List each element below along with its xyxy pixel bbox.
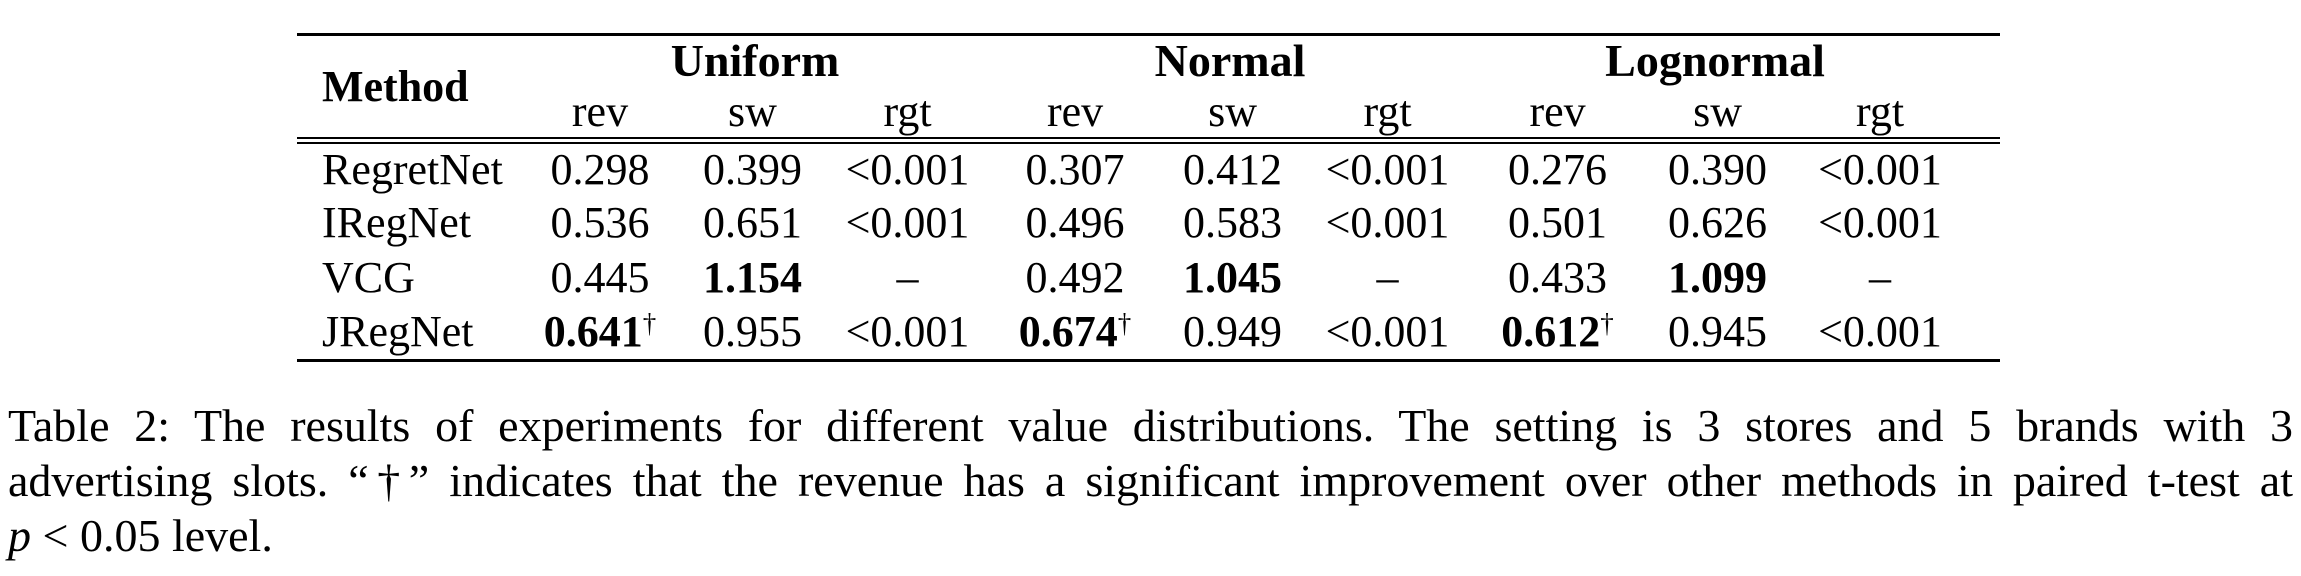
group-header-normal: Normal <box>1154 35 1306 87</box>
table-cell: 0.501 <box>1508 198 1608 247</box>
table-cell: <0.001 <box>1818 144 1942 194</box>
table-cell: 0.399 <box>703 144 802 194</box>
table-cell: 0.536 <box>550 198 650 247</box>
p-variable: p <box>8 510 31 561</box>
caption-line-3-rest: < 0.05 level. <box>31 510 273 561</box>
subheader-normal-sw: sw <box>1208 86 1257 136</box>
table-row-vcg: VCG 0.445 1.154 – 0.492 1.045 – 0.433 1.… <box>297 251 2000 306</box>
caption-line-3: p < 0.05 level. <box>8 508 2293 563</box>
table-cell: 0.412 <box>1183 144 1283 194</box>
dagger-marker: † <box>642 308 657 339</box>
subheader-lognormal-rev: rev <box>1529 86 1586 136</box>
group-header-uniform: Uniform <box>670 35 840 87</box>
table-cell: 0.651 <box>703 198 802 247</box>
table-cell: 0.583 <box>1183 198 1283 247</box>
table-row-iregnet: IRegNet 0.536 0.651 <0.001 0.496 0.583 <… <box>297 196 2000 251</box>
table-cell: 0.433 <box>1508 253 1608 302</box>
cell-value: 0.612 <box>1501 307 1601 357</box>
table-cell: <0.001 <box>845 307 970 357</box>
table-cell: 0.492 <box>1025 253 1125 302</box>
row-label-regretnet: RegretNet <box>322 144 503 194</box>
results-table-container: Method Uniform Normal Lognormal rev sw r… <box>297 33 2001 362</box>
row-label-jregnet: JRegNet <box>322 307 474 357</box>
cell-value: 0.641 <box>543 307 643 357</box>
table-cell: 0.955 <box>703 307 802 357</box>
subheader-uniform-sw: sw <box>728 86 777 136</box>
table-cell: <0.001 <box>1818 198 1942 247</box>
cell-value: 0.674 <box>1018 307 1118 357</box>
table-cell: <0.001 <box>845 144 970 194</box>
group-header-lognormal: Lognormal <box>1605 35 1825 87</box>
table-cell: <0.001 <box>1325 144 1450 194</box>
subheader-lognormal-sw: sw <box>1693 86 1742 136</box>
row-label-iregnet: IRegNet <box>322 198 472 247</box>
subheader-lognormal-rgt: rgt <box>1855 86 1905 136</box>
table-cell: 0.276 <box>1508 144 1608 194</box>
table-cell: 0.949 <box>1183 307 1283 357</box>
table-cell: 0.945 <box>1668 307 1768 357</box>
table-cell: – <box>1376 253 1399 302</box>
table-row-regretnet: RegretNet 0.298 0.399 <0.001 0.307 0.412… <box>297 141 2000 196</box>
table-body: RegretNet 0.298 0.399 <0.001 0.307 0.412… <box>297 141 2000 361</box>
table-cell: 0.612† <box>1470 306 1645 361</box>
table-cell: <0.001 <box>1325 307 1450 357</box>
table-cell: – <box>1869 253 1892 302</box>
table-header: Method Uniform Normal Lognormal rev sw r… <box>297 35 2001 141</box>
dagger-marker: † <box>1117 308 1132 339</box>
table-cell: – <box>896 253 919 302</box>
table-cell: 0.307 <box>1025 144 1125 194</box>
table-cell: <0.001 <box>1325 198 1450 247</box>
subheader-normal-rgt: rgt <box>1363 86 1412 136</box>
table-cell: 0.641† <box>520 306 680 361</box>
table-cell: 1.154 <box>703 253 802 302</box>
column-header-method: Method <box>322 61 469 111</box>
subheader-normal-rev: rev <box>1046 86 1104 136</box>
dagger-marker: † <box>1600 308 1614 339</box>
results-table: Method Uniform Normal Lognormal rev sw r… <box>297 33 2001 362</box>
table-cell: 0.626 <box>1668 198 1768 247</box>
table-cell: 0.298 <box>550 144 650 194</box>
table-row-jregnet: JRegNet 0.641† 0.955 <0.001 0.674† 0.949… <box>297 306 2000 361</box>
table-cell: 0.674† <box>990 306 1160 361</box>
table-cell: 0.445 <box>550 253 650 302</box>
table-caption: Table 2: The results of experiments for … <box>8 398 2293 563</box>
caption-line-1: Table 2: The results of experiments for … <box>8 400 2293 451</box>
caption-line-2: advertising slots. “†” indicates that th… <box>8 455 2293 506</box>
table-cell: 0.390 <box>1668 144 1768 194</box>
table-cell: 0.496 <box>1025 198 1125 247</box>
row-label-vcg: VCG <box>322 253 415 302</box>
subheader-uniform-rev: rev <box>571 86 629 136</box>
table-cell: <0.001 <box>1818 307 1942 357</box>
table-cell: 1.045 <box>1183 253 1283 302</box>
table-cell: 1.099 <box>1668 253 1768 302</box>
subheader-uniform-rgt: rgt <box>883 86 932 136</box>
table-cell: <0.001 <box>845 198 970 247</box>
